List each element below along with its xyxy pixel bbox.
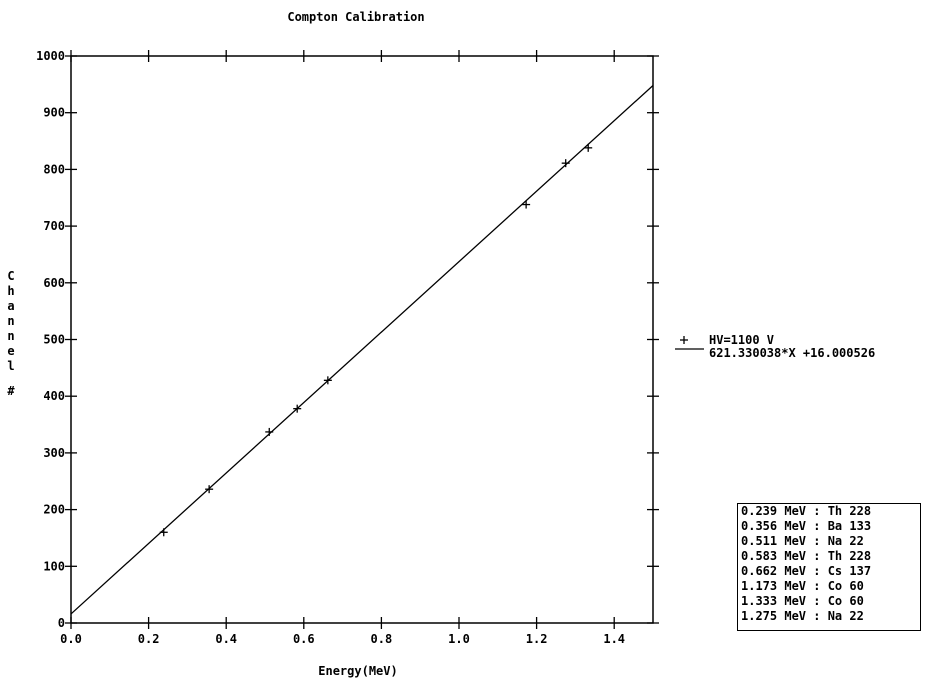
y-axis-label-char: a	[7, 299, 14, 313]
y-axis-label-char: C	[7, 269, 14, 283]
data-point	[561, 159, 570, 168]
legend: HV=1100 V 621.330038*X +16.000526	[675, 333, 875, 360]
data-point	[159, 528, 168, 537]
y-tick-label: 300	[43, 446, 65, 460]
x-tick-label: 1.2	[526, 632, 548, 646]
x-tick-label: 1.4	[603, 632, 625, 646]
x-tick-label: 0.4	[215, 632, 237, 646]
fit-line-series	[70, 85, 654, 615]
data-points-series	[159, 143, 593, 537]
reference-row: 0.583 MeV : Th 228	[741, 549, 872, 563]
reference-row: 0.239 MeV : Th 228	[741, 504, 872, 518]
legend-label-fit: 621.330038*X +16.000526	[709, 346, 875, 360]
data-point	[522, 200, 531, 209]
y-axis-label-char: n	[7, 314, 14, 328]
y-tick-label: 900	[43, 106, 65, 120]
x-tick-label: 0.8	[371, 632, 393, 646]
y-axis-label-char: #	[7, 384, 15, 398]
y-axis-label-char: l	[7, 359, 14, 373]
y-tick-label: 600	[43, 276, 65, 290]
y-tick-label: 400	[43, 389, 65, 403]
data-point	[323, 376, 332, 385]
x-axis-label: Energy(MeV)	[318, 664, 397, 678]
legend-marker-plus	[680, 336, 688, 344]
axis-ticks	[65, 50, 659, 629]
data-point	[293, 404, 302, 413]
reference-row: 1.173 MeV : Co 60	[741, 579, 864, 593]
y-tick-label: 0	[58, 616, 65, 630]
reference-row: 1.275 MeV : Na 22	[741, 609, 864, 623]
y-tick-label: 500	[43, 333, 65, 347]
x-tick-label: 0.0	[60, 632, 82, 646]
fit-line	[70, 85, 654, 615]
y-tick-label: 200	[43, 503, 65, 517]
y-tick-label: 1000	[36, 49, 65, 63]
data-point	[205, 485, 214, 494]
reference-row: 0.662 MeV : Cs 137	[741, 564, 872, 578]
y-tick-labels: 0 100 200 300 400 500 600 700 800 900 1000	[36, 49, 65, 630]
reference-row: 1.333 MeV : Co 60	[741, 594, 864, 608]
reference-row: 0.356 MeV : Ba 133	[741, 519, 872, 533]
plot-frame	[70, 55, 654, 624]
energy-reference-table: 0.239 MeV : Th 228 0.356 MeV : Ba 133 0.51…	[737, 503, 921, 631]
y-axis-label-char: h	[7, 284, 14, 298]
data-point	[584, 143, 593, 152]
y-axis-label-char: e	[7, 344, 14, 358]
legend-label-points: HV=1100 V	[709, 333, 774, 347]
y-tick-label: 700	[43, 219, 65, 233]
y-tick-label: 100	[43, 559, 65, 573]
y-axis-label-char: n	[7, 329, 14, 343]
x-tick-labels: 0.0 0.2 0.4 0.6 0.8 1.0 1.2 1.4	[60, 632, 625, 646]
reference-row: 0.511 MeV : Na 22	[741, 534, 864, 548]
y-tick-label: 800	[43, 162, 65, 176]
x-tick-label: 0.6	[293, 632, 315, 646]
x-tick-label: 1.0	[448, 632, 470, 646]
data-point	[265, 427, 274, 436]
chart-title: Compton Calibration	[287, 10, 424, 24]
x-tick-label: 0.2	[138, 632, 160, 646]
